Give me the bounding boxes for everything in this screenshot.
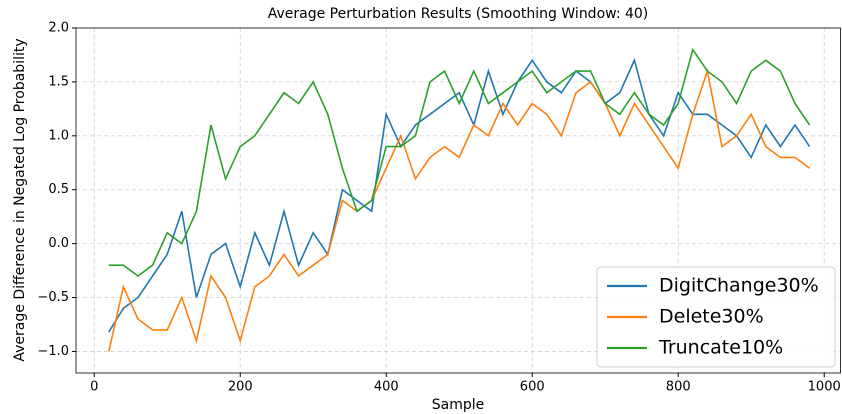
y-tick-label: 1.5 <box>48 74 69 89</box>
x-tick-label: 600 <box>520 380 545 395</box>
legend-box <box>596 266 836 368</box>
y-tick-label: 0.0 <box>48 236 69 251</box>
chart-title: Average Perturbation Results (Smoothing … <box>268 6 649 22</box>
legend-label: DigitChange30% <box>659 275 819 297</box>
y-tick-label: 1.0 <box>48 128 69 143</box>
x-tick-label: 400 <box>374 380 399 395</box>
x-axis-label: Sample <box>432 397 485 413</box>
y-tick-label: 0.5 <box>48 182 69 197</box>
legend-label: Truncate10% <box>658 337 783 359</box>
x-tick-label: 0 <box>90 380 98 395</box>
y-tick-label: −1.0 <box>37 344 69 359</box>
x-tick-label: 800 <box>666 380 691 395</box>
x-tick-label: 200 <box>228 380 253 395</box>
y-tick-label: 2.0 <box>48 21 69 36</box>
legend-label: Delete30% <box>659 306 764 328</box>
line-series <box>108 67 811 352</box>
line-series <box>108 47 811 277</box>
y-tick-label: −0.5 <box>37 290 69 305</box>
legend: DigitChange30% Delete30% Truncate10% <box>596 266 836 368</box>
y-axis-label: Average Difference in Negated Log Probab… <box>12 38 28 361</box>
plot-frame <box>75 27 841 374</box>
x-tick-label: 1000 <box>808 380 841 395</box>
